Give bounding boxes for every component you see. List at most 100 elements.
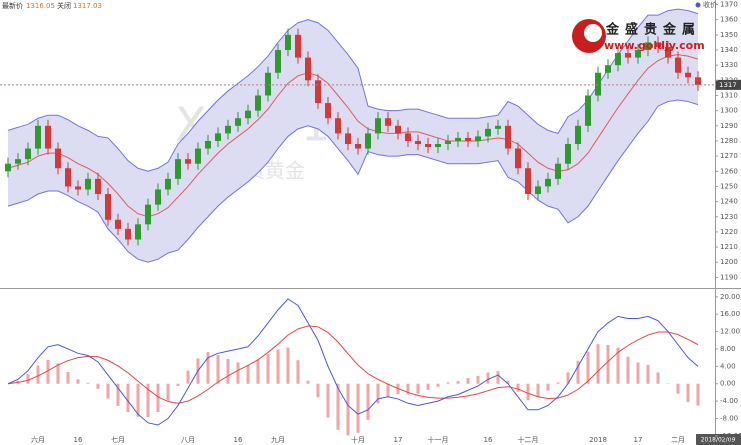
y-tick-label: 1200 (720, 258, 738, 266)
y-tick-label: 20.00 (720, 293, 740, 301)
candle-body (415, 140, 421, 144)
macd-hist (626, 356, 630, 384)
macd-hist (476, 375, 480, 384)
macd-dea (7, 325, 699, 404)
macd-hist (386, 383, 390, 397)
x-tick-label: 16 (74, 436, 83, 444)
legend-marker (695, 2, 701, 8)
date-box (696, 434, 741, 445)
band-fill (8, 9, 698, 263)
y-tick-label: 1190 (720, 273, 738, 281)
macd-hist (326, 383, 330, 418)
y-tick-label: 1370 (720, 1, 738, 9)
candle-body (225, 125, 231, 134)
candle-body (625, 53, 631, 58)
macd-hist (416, 383, 420, 394)
logo: 金盛贵金属 www.goldjy.com (572, 19, 705, 53)
last-price-box (716, 79, 741, 90)
x-tick-label: 16 (234, 436, 243, 444)
macd-hist (206, 352, 210, 384)
candle-body (505, 125, 511, 149)
macd-hist (526, 383, 530, 401)
candle-body (565, 144, 571, 164)
candle-body (575, 125, 581, 144)
macd-hist (656, 372, 660, 384)
x-tick-label: 17 (394, 436, 403, 444)
candle-body (185, 159, 191, 164)
macd-hist (216, 355, 220, 384)
band-upper (7, 8, 699, 172)
candle-body (675, 57, 681, 73)
y-tick-label: -4.00 (720, 397, 738, 405)
logo-mark-inner (584, 24, 602, 42)
candle-body (295, 34, 301, 58)
candle-body (695, 77, 701, 85)
macd-hist (256, 359, 260, 384)
macd-hist (336, 383, 340, 430)
macd-hist (286, 347, 290, 384)
macd-hist (516, 383, 520, 392)
y-tick-label: 1260 (720, 167, 738, 175)
macd-hist (376, 383, 380, 404)
candle-body (325, 103, 331, 119)
x-tick-label: 二月 (671, 436, 685, 444)
y-tick-label: 1360 (720, 16, 738, 24)
candle-body (85, 178, 91, 190)
candle-body (615, 53, 621, 66)
candle-body (55, 148, 61, 169)
macd-hist (316, 383, 320, 398)
y-tick-label: 1220 (720, 228, 738, 236)
candle-body (45, 125, 51, 149)
macd-hist (556, 382, 560, 384)
macd-hist (346, 383, 350, 436)
macd-hist (646, 365, 650, 384)
candle-body (595, 72, 601, 96)
candle-body (425, 144, 431, 148)
macd-hist (136, 383, 140, 417)
candle-body (395, 125, 401, 134)
macd-hist (246, 365, 250, 384)
candle-body (655, 42, 661, 47)
candle-body (125, 228, 131, 240)
candle-body (205, 140, 211, 149)
y-tick-label: -12.00 (720, 432, 741, 440)
candle-body (155, 189, 161, 205)
macd-hist (546, 383, 550, 391)
macd-hist (306, 380, 310, 384)
candle-body (375, 118, 381, 134)
macd-hist (696, 383, 700, 406)
candle-body (475, 136, 481, 141)
candle-body (455, 137, 461, 141)
macd-hist (176, 383, 180, 386)
candle-body (445, 140, 451, 144)
macd-hist (586, 351, 590, 384)
candle-body (215, 133, 221, 141)
macd-hist (596, 344, 600, 384)
x-tick-label: 八月 (181, 436, 195, 444)
candle-body (665, 46, 671, 58)
macd-hist (636, 362, 640, 384)
candle-body (235, 118, 241, 126)
macd-hist (26, 374, 30, 384)
macd-hist (446, 382, 450, 384)
candle-body (605, 65, 611, 73)
macd-hist (276, 349, 280, 384)
band-lower (7, 99, 699, 263)
candle-body (515, 148, 521, 169)
candle-body (535, 186, 541, 195)
macd-hist (296, 360, 300, 384)
candle-body (485, 128, 491, 137)
candle-body (335, 118, 341, 134)
macd-hist (36, 365, 40, 384)
candle-body (685, 72, 691, 78)
macd-hist (106, 383, 110, 399)
macd-hist (356, 383, 360, 433)
candle-body (585, 95, 591, 126)
series-legend: 收价 (703, 0, 717, 9)
candle-body (175, 159, 181, 179)
candle-body (145, 204, 151, 225)
x-tick-label: 六月 (31, 435, 45, 444)
candle-body (95, 178, 101, 195)
candle-body (25, 148, 31, 160)
candle-body (65, 168, 71, 187)
